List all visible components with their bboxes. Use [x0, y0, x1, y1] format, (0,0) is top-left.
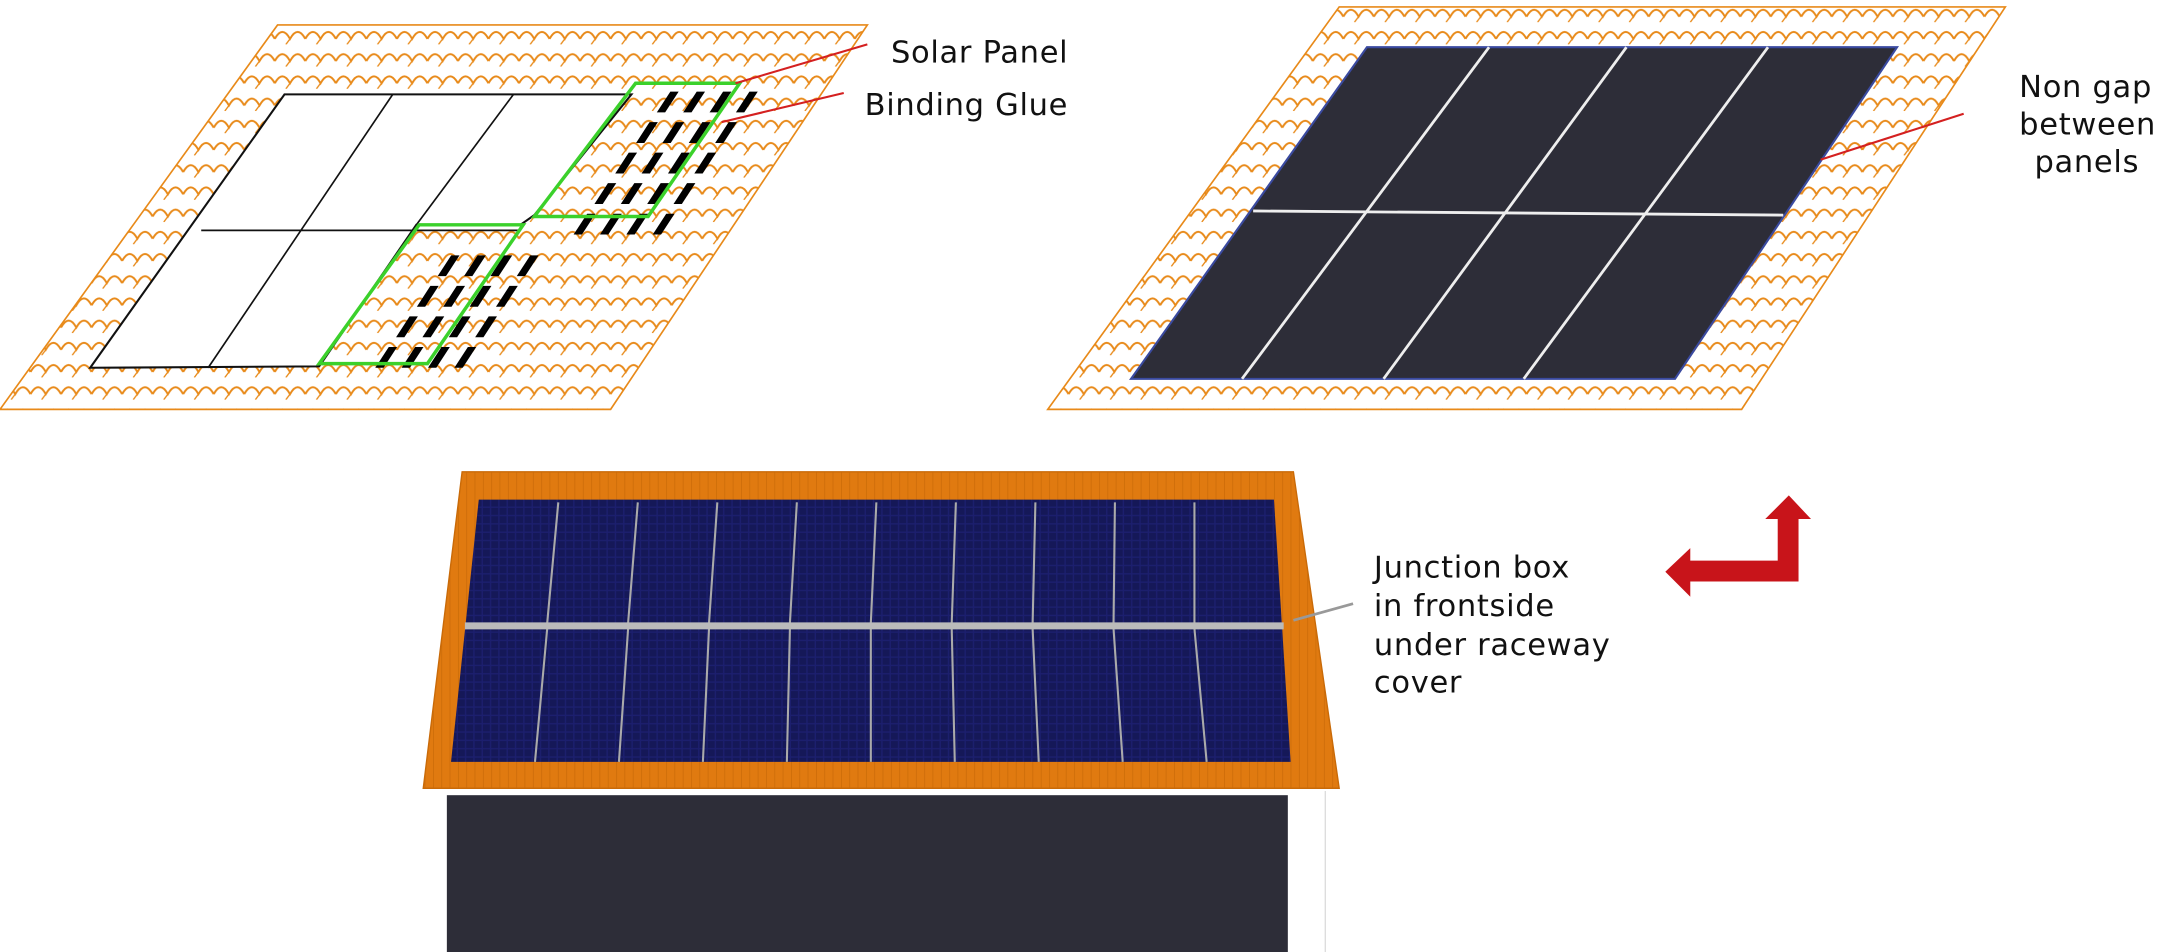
glue-pad [464, 255, 486, 277]
glue-outline [530, 81, 743, 219]
panel-divider [1193, 628, 1208, 762]
panel-divider [950, 628, 956, 762]
glue-pad [475, 316, 498, 338]
glue-pad [735, 91, 758, 113]
glue-pad [454, 346, 477, 368]
panel-divider [1112, 502, 1116, 624]
glue-pad [620, 183, 643, 204]
label: in frontside [1374, 589, 1555, 624]
rotate-arrow [1665, 495, 1812, 597]
panel-divider [1253, 209, 1784, 217]
panel-divider [707, 502, 719, 624]
glue-pad [594, 183, 617, 204]
leader-line [735, 43, 868, 85]
panel-grid [533, 502, 1208, 762]
glue-pad [694, 152, 717, 174]
glue-pad [683, 91, 706, 113]
glue-pad [709, 91, 732, 113]
glue-pads [375, 91, 758, 368]
label: cover [1374, 665, 1462, 700]
label: under raceway [1374, 628, 1611, 663]
glue-pad [573, 213, 596, 235]
glue-pad [416, 285, 439, 307]
panel-divider [1031, 628, 1040, 762]
panel-divider [950, 502, 957, 624]
panel-divider [415, 93, 515, 226]
label: between [2019, 108, 2156, 143]
glue-pad [656, 91, 679, 113]
panel-divider [785, 628, 791, 762]
panel-divider [627, 502, 639, 624]
glue-pad [662, 122, 685, 143]
panel-divider [617, 628, 630, 762]
glue-pad [715, 122, 737, 143]
glue-pad [599, 213, 622, 235]
glue-pad [636, 122, 658, 143]
label: Non gap [2019, 70, 2152, 105]
glue-pad [469, 285, 492, 307]
label: Junction box [1372, 550, 1570, 585]
leader-line [1293, 602, 1354, 622]
panel-divider [788, 502, 798, 624]
panel-divider [1382, 46, 1628, 380]
glue-pad [448, 316, 471, 338]
label: panels [2034, 145, 2139, 180]
panel-divider [546, 502, 560, 624]
roof-glue-diagram: Solar Panel Binding Glue [0, 24, 1069, 411]
glue-pad [688, 122, 711, 143]
panel-divider [533, 628, 549, 762]
glue-pad [673, 183, 696, 204]
glue-pad [652, 213, 675, 235]
glue-pad [422, 316, 445, 338]
glue-pad [641, 152, 664, 174]
panel-divider [1240, 46, 1491, 380]
label: Binding Glue [865, 88, 1069, 123]
glue-pad [516, 255, 539, 277]
glue-pad [490, 255, 513, 277]
panel-divider [207, 93, 394, 369]
panel-divider [869, 502, 878, 624]
glue-pad [427, 346, 450, 368]
glue-pad [437, 255, 460, 277]
glue-pad [396, 316, 418, 338]
house-front-diagram: Junction box in frontside under raceway … [422, 471, 1812, 952]
glue-pad [647, 183, 670, 204]
roof-dark-diagram: Non gap between panels [1046, 6, 2156, 411]
glue-pad [667, 152, 690, 174]
panel-divider [1031, 502, 1037, 624]
glue-pad [615, 152, 638, 174]
panel-divider [1522, 46, 1770, 380]
panel-divider [1112, 628, 1124, 762]
glue-outline [315, 223, 527, 366]
leader-line [721, 91, 844, 124]
panel-divider [701, 628, 711, 762]
label: Solar Panel [891, 35, 1068, 70]
glue-pad [443, 285, 466, 307]
glue-pad [626, 213, 649, 235]
glue-pad [495, 285, 518, 307]
leader-line [1820, 112, 1964, 161]
house-wall [446, 795, 1288, 952]
